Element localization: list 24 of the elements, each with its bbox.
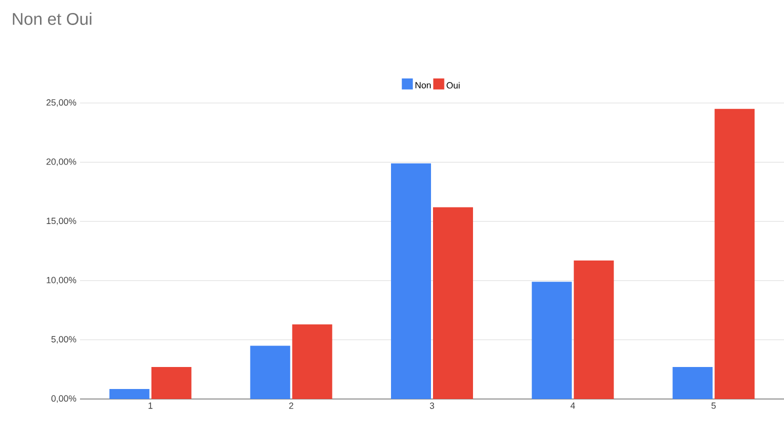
x-tick-label: 3 (430, 402, 434, 409)
y-tick-label: 10,00% (46, 276, 76, 284)
bar (250, 346, 290, 399)
y-tick-label: 25,00% (46, 99, 76, 107)
bar (532, 282, 572, 399)
x-tick-label: 5 (711, 402, 716, 409)
bar (433, 207, 474, 399)
bar (151, 367, 192, 399)
chart-title: Non et Oui (12, 12, 92, 25)
y-tick-label: 5,00% (51, 336, 76, 344)
y-tick-label: 20,00% (46, 158, 76, 166)
bar (672, 367, 713, 399)
bar (391, 163, 432, 399)
y-tick-label: 0,00% (51, 395, 76, 403)
x-tick-label: 2 (289, 402, 294, 409)
bar (714, 108, 755, 399)
legend-label: Non (416, 82, 431, 88)
x-tick-label: 1 (148, 402, 152, 409)
legend-label: Oui (446, 82, 460, 89)
bar (109, 388, 150, 399)
bar (574, 260, 614, 399)
y-tick-label: 15,00% (46, 218, 76, 226)
bar (292, 324, 332, 399)
x-tick-label: 4 (570, 402, 576, 409)
